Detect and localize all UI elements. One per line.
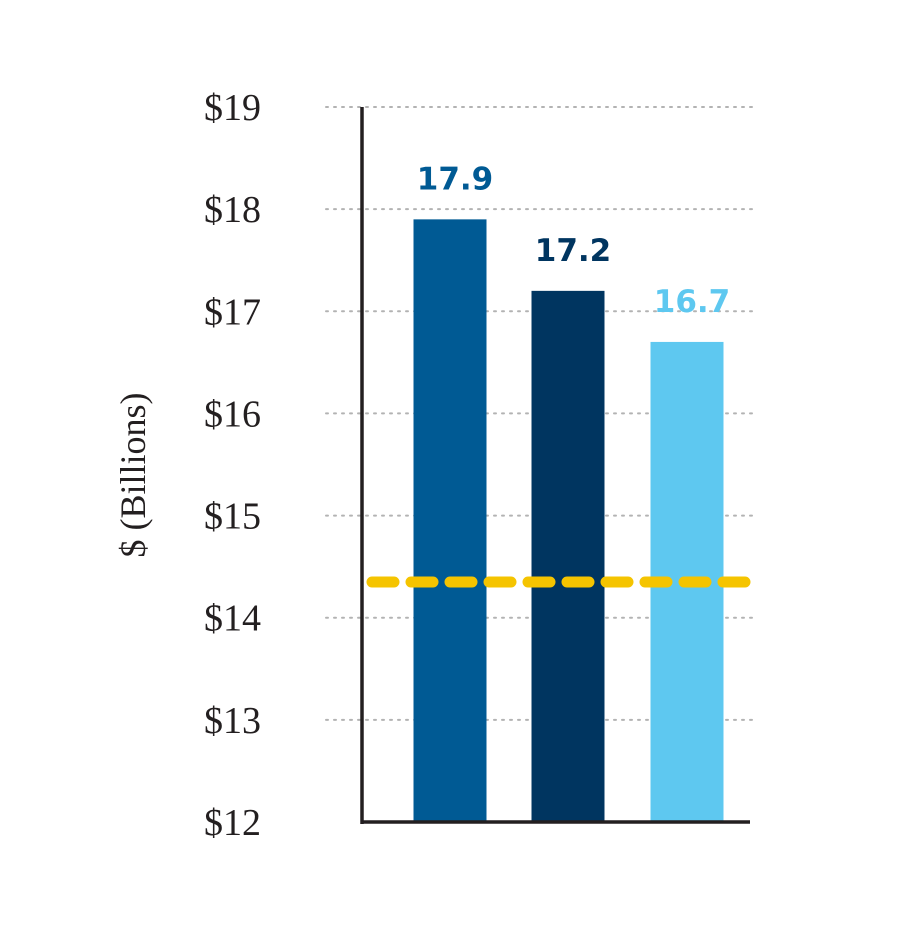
y-tick-label: $14 xyxy=(204,598,261,640)
data-labels: 17.9 17.2 16.7 xyxy=(417,161,731,320)
data-label: 16.7 xyxy=(654,284,731,320)
y-tick-label: $17 xyxy=(204,291,261,333)
y-tick-label: $13 xyxy=(204,700,261,742)
data-label: 17.2 xyxy=(535,233,612,269)
bar xyxy=(531,290,605,822)
y-tick-label: $19 xyxy=(204,87,261,129)
bar xyxy=(413,219,487,822)
axes xyxy=(360,107,750,824)
y-tick-label: $15 xyxy=(204,496,261,538)
y-tick-label: $18 xyxy=(204,189,261,231)
y-axis-title: $ (Billions) xyxy=(113,392,153,557)
y-tick-labels: $12 $13 $14 $15 $16 $17 $18 $19 xyxy=(204,87,261,844)
data-label: 17.9 xyxy=(417,161,494,197)
y-tick-label: $16 xyxy=(204,393,261,435)
y-tick-label: $12 xyxy=(204,802,261,844)
